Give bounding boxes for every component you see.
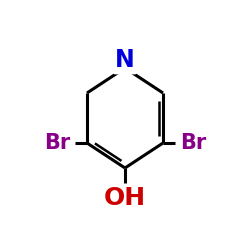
Text: Br: Br <box>44 133 70 153</box>
Text: Br: Br <box>180 133 206 153</box>
Text: OH: OH <box>104 186 146 210</box>
Text: N: N <box>115 48 135 72</box>
